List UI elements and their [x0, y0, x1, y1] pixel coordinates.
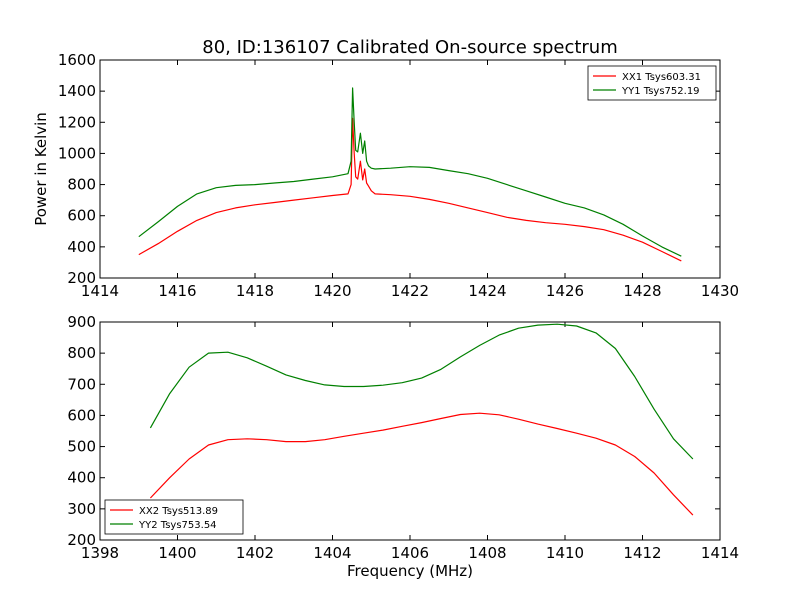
x-tick-label: 1400	[158, 544, 196, 562]
x-axis-label: Frequency (MHz)	[347, 562, 473, 580]
legend-entry-label: XX2 Tsys513.89	[139, 506, 218, 517]
x-tick-label: 1414	[81, 282, 119, 300]
bottom-spectrum-panel: 1398 1400 1402 1404 1406 1408 1410 1412 1414 200 3…	[67, 313, 739, 580]
y-axis-label: Power in Kelvin	[32, 112, 50, 226]
y-tick-label: 600	[67, 207, 96, 225]
y-tick-label: 400	[67, 469, 96, 487]
x-tick-label: 1410	[546, 544, 584, 562]
legend: XX1 Tsys603.31 YY1 Tsys752.19	[587, 65, 717, 101]
y-tick-label: 800	[67, 344, 96, 362]
series-line-yy1	[138, 87, 682, 257]
y-tick-label: 1200	[58, 113, 96, 131]
x-tick-label: 1414	[701, 544, 739, 562]
x-tick-label: 1426	[546, 282, 584, 300]
legend-entry-label: XX1 Tsys603.31	[622, 72, 701, 83]
legend-entry-label: YY2 Tsys753.54	[138, 520, 217, 531]
legend-box	[104, 499, 244, 535]
x-tick-label: 1424	[468, 282, 506, 300]
y-tick-label: 200	[67, 531, 96, 549]
y-tick-label: 600	[67, 406, 96, 424]
x-tick-label: 1418	[236, 282, 274, 300]
x-tick-label: 1416	[158, 282, 196, 300]
x-tick-label: 1398	[81, 544, 119, 562]
y-tick-label: 900	[67, 313, 96, 331]
x-tick-label: 1412	[623, 544, 661, 562]
x-tick-label: 1422	[391, 282, 429, 300]
y-tick-label: 1400	[58, 82, 96, 100]
figure-title: 80, ID:136107 Calibrated On-source spect…	[202, 37, 618, 58]
y-tick-label: 500	[67, 438, 96, 456]
x-tick-label: 1430	[701, 282, 739, 300]
y-tick-label: 200	[67, 269, 96, 287]
x-tick-label: 1402	[236, 544, 274, 562]
legend-entry-label: YY1 Tsys752.19	[621, 86, 700, 97]
x-tick-label: 1404	[313, 544, 351, 562]
series-line-xx1	[138, 117, 682, 262]
x-tick-label: 1408	[468, 544, 506, 562]
series-line-xx2	[149, 412, 694, 516]
y-tick-label: 700	[67, 375, 96, 393]
top-spectrum-panel: 1414 1416 1418 1420 1422 1424 1426 1428 1430 200 4…	[32, 51, 739, 300]
y-tick-label: 1600	[58, 51, 96, 69]
legend-box	[587, 65, 717, 101]
legend: XX2 Tsys513.89 YY2 Tsys753.54	[104, 499, 244, 535]
x-tick-label: 1428	[623, 282, 661, 300]
y-tick-label: 800	[67, 176, 96, 194]
x-tick-label: 1406	[391, 544, 429, 562]
y-tick-label: 1000	[58, 144, 96, 162]
x-tick-label: 1420	[313, 282, 351, 300]
y-tick-label: 300	[67, 500, 96, 518]
y-tick-label: 400	[67, 238, 96, 256]
series-line-yy2	[149, 323, 694, 460]
